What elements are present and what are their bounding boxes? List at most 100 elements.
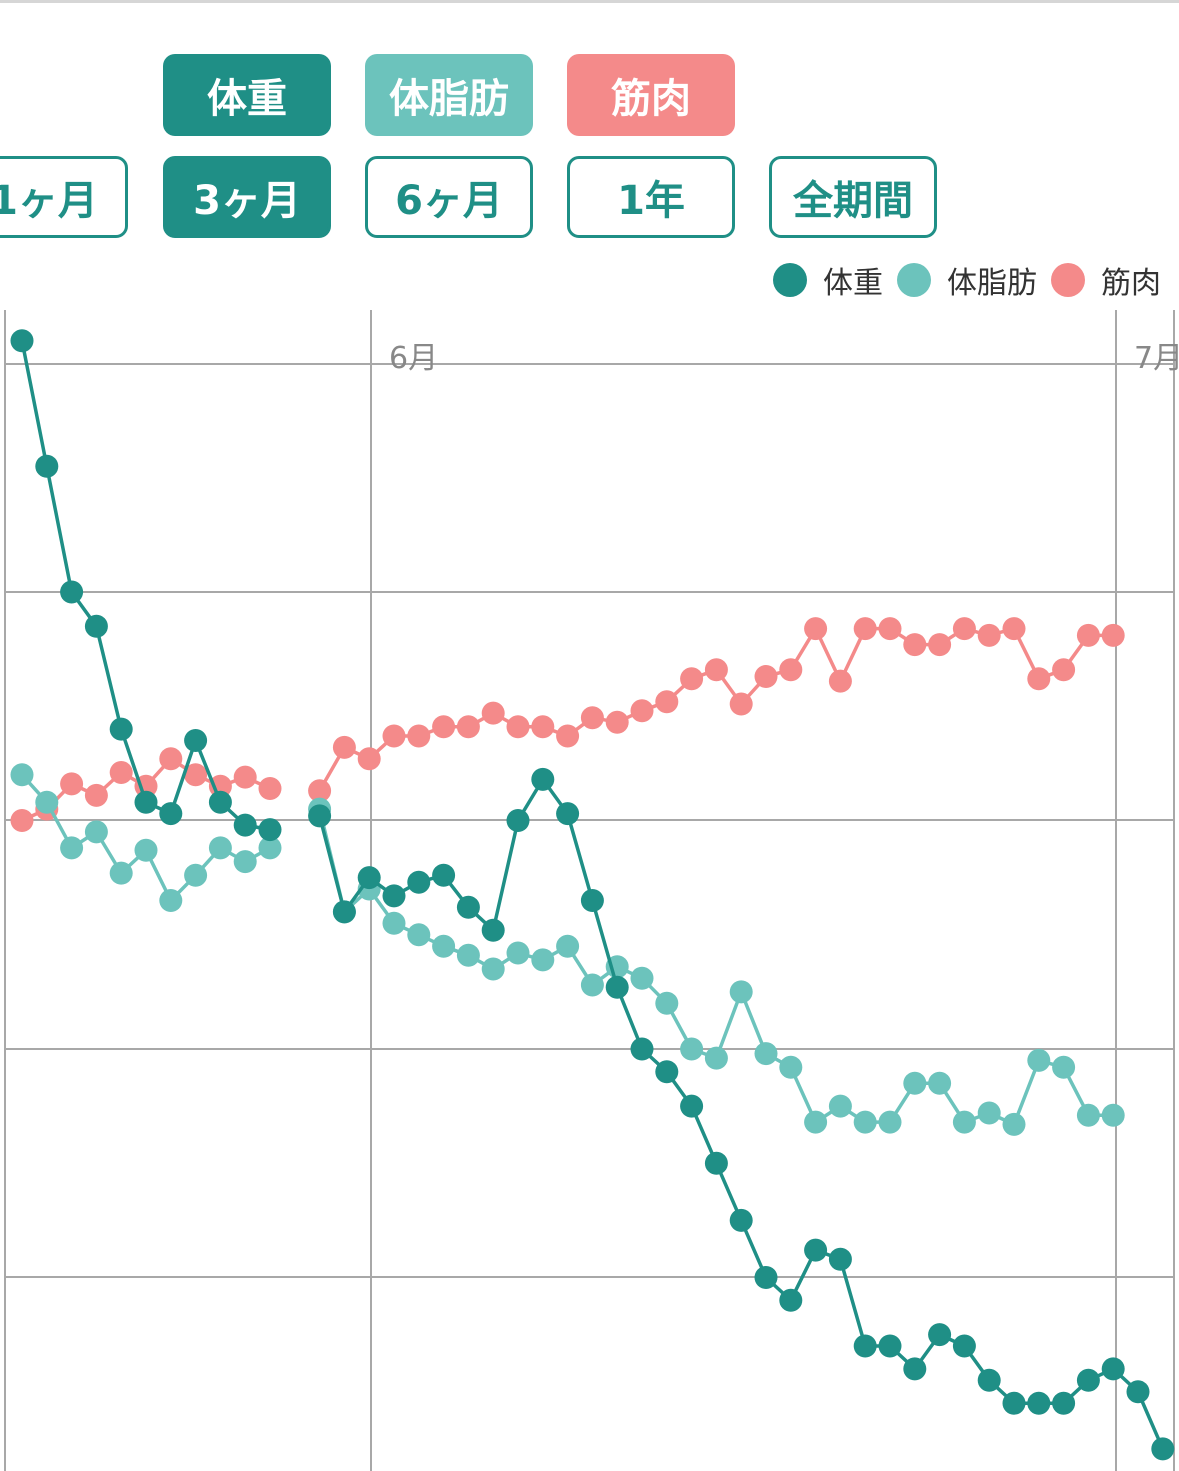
data-point-s0-6: [159, 802, 183, 826]
data-point-s1-33: [828, 1094, 852, 1118]
series-line-1-1: [317, 808, 1114, 1127]
data-point-s2-42: [1052, 658, 1076, 682]
toggle-body-fat-button[interactable]: 体脂肪: [365, 54, 533, 136]
data-point-s0-27: [680, 1094, 704, 1118]
data-point-s2-24: [605, 710, 629, 734]
data-point-s2-15: [382, 724, 406, 748]
data-point-s0-46: [1151, 1437, 1175, 1461]
data-point-s0-23: [580, 889, 604, 912]
data-point-s0-44: [1101, 1357, 1125, 1381]
data-point-s2-12: [308, 779, 332, 803]
data-point-s2-17: [432, 715, 456, 739]
data-point-s2-30: [754, 665, 778, 688]
data-point-s2-18: [456, 715, 480, 739]
series-line-2-1: [318, 626, 1114, 792]
data-point-s0-32: [804, 1238, 828, 1262]
data-point-s0-10: [258, 818, 282, 842]
data-point-s2-16: [407, 724, 431, 748]
data-point-s1-19: [481, 957, 505, 981]
legend-item-body-fat: 体脂肪: [897, 258, 1037, 302]
range-6-months-button[interactable]: 6ヶ月: [365, 156, 533, 238]
data-point-s0-20: [506, 809, 530, 832]
data-point-s0-36: [903, 1357, 927, 1381]
data-point-s2-43: [1076, 623, 1100, 647]
data-point-s1-10: [258, 836, 282, 860]
data-point-s2-21: [531, 715, 555, 739]
toggle-weight-button[interactable]: 体重: [163, 54, 331, 136]
legend-marker-body-fat: [897, 263, 931, 297]
legend-label-body-fat: 体脂肪: [947, 266, 1037, 301]
data-point-s2-14: [357, 747, 381, 771]
data-point-s1-42: [1052, 1055, 1076, 1079]
x-tick-label-0: 6月: [389, 341, 438, 376]
data-point-s0-21: [531, 767, 555, 791]
data-point-s2-28: [704, 658, 728, 682]
range-3-months-button[interactable]: 3ヶ月: [163, 156, 331, 238]
data-point-s0-0: [10, 329, 34, 353]
data-point-s0-7: [184, 729, 208, 752]
data-point-s1-4: [109, 861, 133, 885]
data-point-s0-2: [60, 580, 84, 604]
data-point-s1-41: [1027, 1048, 1051, 1072]
data-point-s2-26: [655, 690, 679, 714]
data-point-s2-33: [828, 669, 852, 693]
data-point-s1-22: [556, 934, 580, 958]
data-point-s1-31: [779, 1055, 803, 1079]
data-point-s1-2: [60, 836, 84, 860]
data-point-s1-35: [878, 1110, 902, 1134]
data-point-s0-24: [605, 975, 629, 999]
data-point-s1-16: [407, 923, 431, 947]
data-point-s2-0: [10, 809, 34, 832]
data-point-s2-40: [1002, 617, 1026, 641]
range-all-period-button[interactable]: 全期間: [769, 156, 937, 238]
data-point-s0-8: [208, 790, 232, 814]
data-point-s0-18: [456, 895, 480, 919]
data-point-s2-34: [853, 617, 877, 641]
data-point-s1-44: [1101, 1103, 1125, 1127]
data-point-s0-14: [357, 866, 381, 890]
legend-marker-weight: [773, 263, 807, 297]
data-point-s2-39: [977, 623, 1001, 647]
data-point-s0-33: [828, 1247, 852, 1271]
data-point-s1-30: [754, 1042, 778, 1066]
data-point-s2-31: [779, 658, 803, 682]
toggle-muscle-button[interactable]: 筋肉: [567, 54, 735, 136]
chart-legend: 体重 体脂肪 筋肉: [759, 258, 1161, 302]
data-point-s1-17: [432, 934, 456, 958]
data-point-s1-20: [506, 941, 530, 965]
data-point-s1-1: [35, 790, 59, 814]
data-point-s2-19: [481, 701, 505, 725]
data-point-s1-27: [680, 1037, 704, 1061]
data-point-s0-1: [35, 454, 59, 478]
data-point-s0-30: [754, 1266, 778, 1289]
data-point-s2-35: [878, 617, 902, 641]
data-point-s2-20: [506, 715, 530, 739]
data-point-s0-17: [432, 863, 456, 887]
data-point-s1-23: [580, 973, 604, 997]
legend-label-muscle: 筋肉: [1101, 266, 1161, 301]
data-point-s1-38: [952, 1110, 976, 1134]
data-point-s0-39: [977, 1368, 1001, 1392]
legend-label-weight: 体重: [823, 266, 883, 301]
range-1-year-button[interactable]: 1年: [567, 156, 735, 238]
data-point-s1-18: [456, 943, 480, 967]
data-point-s0-22: [556, 802, 580, 826]
data-point-s1-6: [159, 889, 183, 912]
data-point-s2-41: [1027, 667, 1051, 691]
data-point-s1-43: [1076, 1103, 1100, 1127]
data-point-s0-40: [1002, 1391, 1026, 1415]
data-point-s0-5: [134, 790, 158, 814]
data-point-s1-32: [804, 1110, 828, 1134]
data-point-s1-37: [928, 1071, 952, 1095]
data-point-s1-7: [184, 863, 208, 887]
range-1-month-button[interactable]: 1ヶ月: [0, 156, 128, 238]
data-point-s0-31: [779, 1288, 803, 1312]
data-point-s1-9: [233, 850, 257, 874]
data-point-s0-12: [308, 804, 332, 828]
data-point-s2-25: [630, 699, 654, 723]
x-tick-label-1: 7月: [1134, 341, 1179, 376]
data-point-s0-34: [853, 1334, 877, 1358]
series-line-0-0: [20, 340, 271, 832]
data-point-s1-39: [977, 1101, 1001, 1125]
